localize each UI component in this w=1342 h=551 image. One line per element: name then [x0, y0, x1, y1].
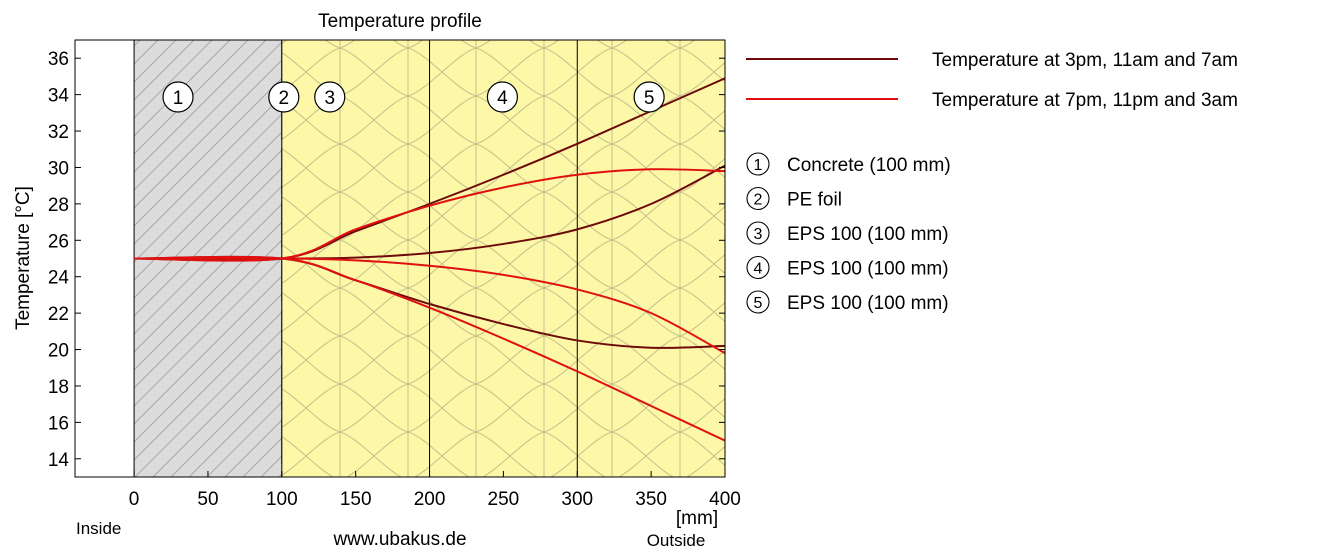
x-tick-label: 350: [635, 489, 667, 510]
inside-caption: Inside: [76, 519, 121, 538]
layer-key-circle: [746, 290, 770, 314]
layer-key-label: Concrete (100 mm): [787, 155, 951, 176]
legend-label: Temperature at 3pm, 11am and 7am: [932, 50, 1238, 71]
y-tick-label: 20: [48, 341, 69, 362]
y-tick-label: 28: [48, 195, 69, 216]
layer-key-circle: [746, 221, 770, 245]
layer-marker-circle: [268, 81, 300, 113]
layer-key-number: 3: [754, 226, 763, 243]
layer-key-circle: [746, 186, 770, 211]
x-tick-label: 250: [488, 489, 520, 510]
layer-marker-circle: [486, 81, 519, 113]
y-tick-label: 14: [48, 450, 70, 471]
layer-marker-number: 3: [324, 88, 335, 109]
layer-key-number: 1: [754, 157, 763, 174]
y-tick-label: 26: [48, 231, 69, 252]
source-caption: www.ubakus.de: [332, 529, 466, 550]
y-tick-label: 22: [48, 304, 69, 325]
y-tick-label: 16: [48, 413, 69, 434]
layer-key-label: PE foil: [787, 190, 842, 211]
temperature-line-6: [134, 255, 725, 442]
y-tick-label: 24: [48, 268, 70, 289]
layer-key-label: EPS 100 (100 mm): [787, 224, 949, 245]
layer-key-circle: [746, 152, 770, 176]
layer-insulation-5: [577, 40, 725, 477]
layer-key-circle: [746, 255, 770, 280]
layer-markers: 1 2 3 4 5: [162, 81, 665, 113]
y-tick-label: 36: [48, 49, 69, 70]
layer-key-number: 4: [754, 261, 763, 278]
layer-marker-number: 5: [644, 88, 655, 109]
layer-insulation-4: [429, 40, 578, 477]
layer-key-number: 5: [754, 295, 763, 312]
layer-marker-number: 4: [497, 88, 508, 109]
outside-caption: Outside: [647, 531, 706, 550]
x-axis: 0 50 100 150 200 250 300 350 400: [129, 471, 741, 510]
layer-marker-circle: [162, 81, 194, 113]
y-tick-label: 34: [48, 86, 70, 107]
x-tick-label: 300: [561, 489, 593, 510]
x-tick-label: 50: [197, 489, 218, 510]
y-tick-label: 32: [48, 122, 69, 143]
y-tick-label: 18: [48, 377, 69, 398]
plot-frame: [74, 39, 726, 478]
layer-key-label: EPS 100 (100 mm): [787, 259, 949, 280]
x-tick-label: 400: [709, 489, 741, 510]
x-axis-unit: [mm]: [676, 508, 718, 529]
legend-label: Temperature at 7pm, 11pm and 3am: [932, 90, 1238, 111]
y-axis-label: Temperature [°C]: [13, 186, 34, 330]
legend: Temperature at 3pm, 11am and 7am Temperat…: [746, 50, 1238, 314]
x-tick-label: 200: [414, 489, 446, 510]
x-tick-label: 150: [340, 489, 372, 510]
y-tick-label: 30: [48, 158, 69, 179]
temperature-lines: [134, 77, 725, 442]
x-tick-label: 100: [266, 489, 298, 510]
layer-key-number: 2: [754, 192, 763, 209]
layer-marker-number: 1: [173, 88, 184, 109]
layer-marker-circle: [314, 81, 346, 113]
layer-key-label: EPS 100 (100 mm): [787, 293, 949, 314]
layer-marker-number: 2: [279, 88, 290, 109]
chart-title: Temperature profile: [318, 11, 482, 32]
x-tick-label: 0: [129, 489, 140, 510]
layer-marker-circle: [633, 81, 665, 113]
